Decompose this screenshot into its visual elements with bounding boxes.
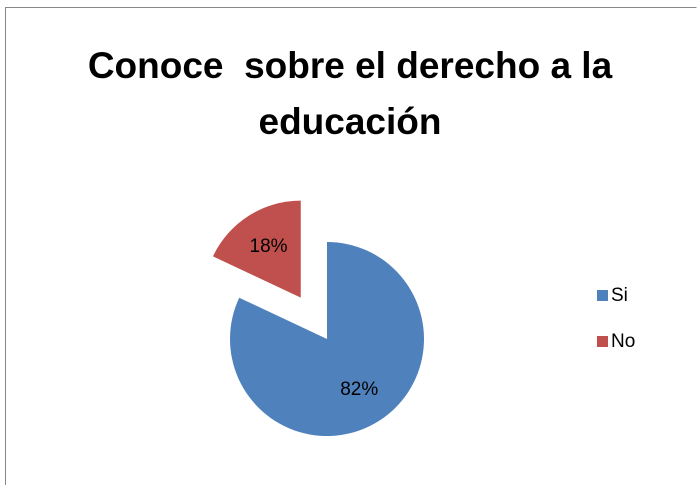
data-label: 82%: [340, 379, 378, 400]
chart-border: [5, 7, 697, 485]
pie-slice: [212, 200, 301, 298]
data-label: 18%: [250, 236, 288, 257]
pie-slice: [229, 242, 424, 436]
legend-label: Si: [611, 285, 628, 306]
chart-title: Conoce sobre el derecho a la educación: [87, 45, 623, 142]
legend-swatch: [597, 290, 608, 301]
legend-swatch: [597, 336, 608, 347]
legend-label: No: [611, 331, 635, 352]
